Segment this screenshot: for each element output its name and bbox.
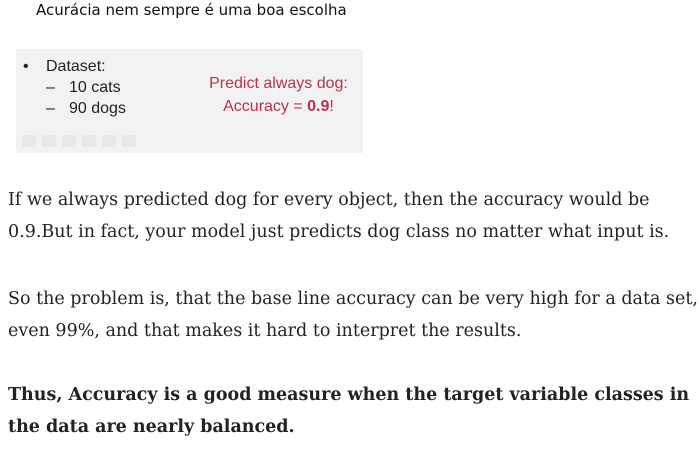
sub-item-label: 90 dogs — [69, 100, 126, 117]
image-caption: Acurácia nem sempre é uma boa escolha — [36, 1, 347, 19]
prediction-line-1: Predict always dog: — [209, 75, 348, 92]
dash-icon: – — [46, 79, 55, 96]
paragraph-baseline-accuracy: So the problem is, that the base line ac… — [8, 289, 698, 341]
dash-icon: – — [46, 100, 55, 117]
sub-item-dogs: – 90 dogs — [46, 99, 126, 119]
accuracy-value: 0.9 — [307, 98, 330, 115]
prediction-line-2: Accuracy = 0.9! — [196, 95, 361, 118]
dataset-bullet: • Dataset: — [23, 57, 106, 77]
paragraph-conclusion: Thus, Accuracy is a good measure when th… — [8, 385, 690, 437]
faded-watermark — [22, 135, 142, 147]
accuracy-suffix: ! — [329, 98, 334, 115]
sub-item-cats: – 10 cats — [46, 78, 121, 98]
paragraph-always-dog: If we always predicted dog for every obj… — [8, 190, 670, 242]
accuracy-prefix: Accuracy = — [223, 98, 308, 115]
prediction-text: Predict always dog: Accuracy = 0.9! — [196, 72, 361, 118]
dataset-label: Dataset: — [46, 58, 106, 75]
sub-item-label: 10 cats — [69, 79, 121, 96]
slide-image: • Dataset: – 10 cats – 90 dogs Predict a… — [16, 49, 363, 153]
bullet-dot-icon: • — [23, 58, 29, 75]
